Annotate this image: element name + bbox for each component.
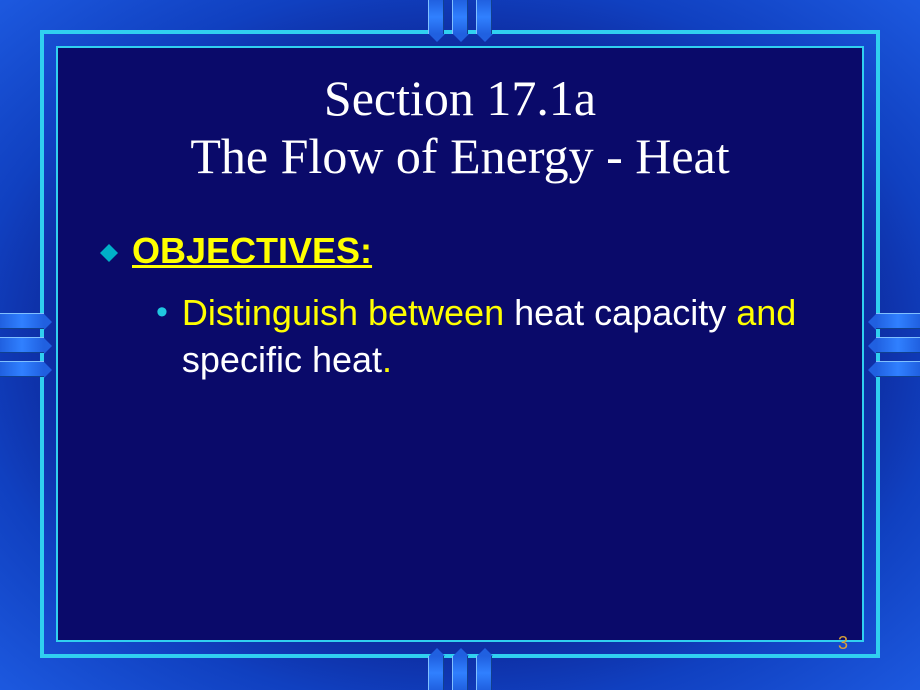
page-number: 3 [838,633,848,654]
deco-bar [476,656,492,690]
dot-bullet-icon: • [156,290,168,334]
text-segment: and [726,292,796,333]
diamond-bullet-icon [100,244,118,262]
text-segment: Distinguish between [182,292,514,333]
deco-bar [428,656,444,690]
deco-bar [0,361,44,377]
bullet-level-1: OBJECTIVES: [100,230,840,272]
deco-bar [876,313,920,329]
bullet-level-2: • Distinguish between heat capacity and … [156,290,840,384]
decoration-right [876,313,920,377]
deco-bar [0,337,44,353]
deco-bar [876,337,920,353]
objectives-heading: OBJECTIVES: [132,230,372,272]
deco-bar [0,313,44,329]
objective-text: Distinguish between heat capacity and sp… [182,290,840,384]
slide-body: OBJECTIVES: • Distinguish between heat c… [100,230,840,384]
title-line-2: The Flow of Energy - Heat [70,128,850,186]
decoration-bottom [428,656,492,690]
deco-bar [452,0,468,34]
deco-bar [876,361,920,377]
decoration-left [0,313,44,377]
decoration-top [428,0,492,34]
deco-bar [476,0,492,34]
slide-background: Section 17.1a The Flow of Energy - Heat … [0,0,920,690]
deco-bar [452,656,468,690]
text-segment: heat capacity [514,292,726,333]
deco-bar [428,0,444,34]
text-segment: specific heat [182,339,382,380]
text-segment: . [382,339,392,380]
title-line-1: Section 17.1a [70,70,850,128]
slide-title: Section 17.1a The Flow of Energy - Heat [70,70,850,185]
